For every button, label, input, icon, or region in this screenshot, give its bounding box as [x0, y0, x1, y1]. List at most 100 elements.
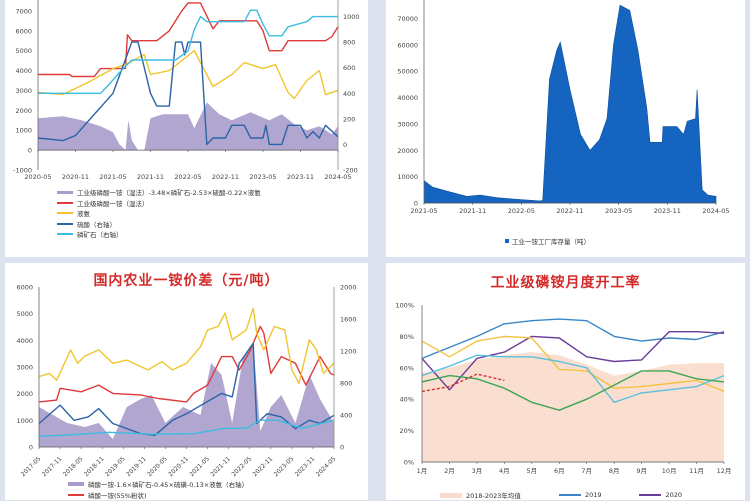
- x-tick-label: 2023-11: [287, 173, 314, 181]
- series-named-4-line: [38, 9, 338, 94]
- series-4-line: [422, 354, 725, 403]
- legend-item: 2020: [639, 490, 682, 501]
- x-tick-label: 1月: [417, 467, 428, 475]
- y-tick-label: 0: [29, 444, 33, 452]
- y-tick-label: 3000: [15, 87, 32, 95]
- series-3-line: [39, 342, 335, 436]
- x-tick-label: 2020-05: [146, 455, 169, 478]
- x-tick-label: 2017-05: [20, 455, 43, 478]
- x-tick-label: 2022-11: [252, 455, 275, 478]
- x-tick-label: 2023-11: [294, 455, 317, 478]
- y-tick-label: 0: [414, 200, 418, 208]
- chart-1: 0 10000 20000 30000 40000 50000 60000 70000 2021…: [397, 0, 730, 215]
- legend-label: 磷酸一铵(55%粉状): [88, 491, 147, 500]
- x-tick-label: 2023-11: [654, 207, 681, 215]
- chart-title-agri-spread: 国内农业一铵价差（元/吨）: [93, 273, 280, 289]
- series-named-1-line: [38, 2, 339, 78]
- legend-item: 工业级磷酸一铵（湿法）: [57, 198, 261, 209]
- x-tick-label: 2021-11: [459, 207, 486, 215]
- x-tick-label: 2020-05: [24, 173, 51, 181]
- legend-label: 工业级磷酸一铵（湿法）: [77, 199, 149, 208]
- legend-label: 2018-2023年均值: [466, 492, 521, 501]
- y-tick-label-right: 1000: [343, 13, 360, 21]
- x-tick-label: 5月: [526, 467, 537, 475]
- y-tick-label: 30000: [397, 120, 418, 128]
- y-tick-label-right: -200: [343, 167, 358, 175]
- x-tick-label: 10月: [662, 467, 677, 475]
- y-tick-label: 7000: [15, 7, 32, 15]
- legend-item: 液氨: [57, 208, 261, 219]
- y-tick-label: 20000: [397, 147, 418, 155]
- x-tick-label: 2021-05: [188, 455, 211, 478]
- x-tick-label: 2018-11: [83, 455, 106, 478]
- y-tick-label: 0: [28, 147, 32, 155]
- x-tick-label: 2017-11: [41, 455, 64, 478]
- x-tick-label: 2022-05: [508, 207, 535, 215]
- legend-label: 工业级磷酸一铵（湿法）-3.48×磷矿石-2.53×硫酸-0.22×液氨: [77, 189, 261, 198]
- y-tick-label: 80%: [400, 333, 414, 341]
- series-group: [424, 4, 717, 204]
- y-tick-label-right: 200: [343, 115, 355, 123]
- x-tick-label: 2023-05: [605, 207, 632, 215]
- y-tick-label: 0%: [404, 459, 414, 467]
- y-tick-label-right: 1600: [340, 316, 357, 324]
- x-tick-label: 8月: [609, 467, 620, 475]
- x-tick-label: 12月: [717, 467, 732, 475]
- series-named-1-line: [39, 325, 335, 403]
- x-tick-label: 11月: [689, 467, 704, 475]
- legend-top-left: 工业级磷酸一铵（湿法）-3.48×磷矿石-2.53×硫酸-0.22×液氨 工业级…: [57, 187, 261, 240]
- y-tick-label: 1000: [16, 417, 33, 425]
- x-tick-label: 2021-05: [99, 173, 126, 181]
- y-tick-label-right: 800: [340, 380, 352, 388]
- y-tick-label: 3000: [16, 364, 33, 372]
- series-named-0-area: [424, 4, 717, 204]
- series-group: [39, 307, 335, 447]
- x-tick-label: 2021-05: [410, 207, 437, 215]
- legend-bottom-right: 2018-2023年均值 2019 2020: [440, 490, 682, 501]
- x-tick-label: 2021-11: [137, 173, 164, 181]
- x-tick-label: 4月: [499, 467, 510, 475]
- x-tick-label: 2024-05: [702, 207, 729, 215]
- y-tick-label-right: 2000: [340, 284, 357, 292]
- legend-label: 硫酸（右轴）: [77, 220, 116, 229]
- y-tick-label: -1000: [13, 167, 32, 175]
- y-tick-label: 6000: [15, 27, 32, 35]
- series-named-2-line: [422, 331, 725, 391]
- x-tick-label: 2022-05: [174, 173, 201, 181]
- series-6-line: [422, 373, 505, 393]
- x-tick-label: 7月: [581, 467, 592, 475]
- x-tick-label: 2月: [444, 467, 455, 475]
- legend-item: 磷酸一铵(55%粉状): [68, 490, 248, 501]
- legend-swatch: [558, 494, 581, 497]
- y-tick-label: 60%: [400, 364, 414, 372]
- legend-item: 工业级磷酸一铵（湿法）-3.48×磷矿石-2.53×硫酸-0.22×液氨: [57, 187, 261, 198]
- x-tick-label: 2022-05: [230, 455, 253, 478]
- legend-label: 磷矿石（右轴）: [77, 231, 123, 240]
- x-tick-label: 2018-05: [62, 455, 85, 478]
- series-named-0-area: [39, 343, 334, 447]
- legend-item: 磷矿石（右轴）: [57, 229, 261, 240]
- series-group: [38, 2, 339, 151]
- legend-swatch: [505, 239, 509, 244]
- series-named-3-line: [38, 41, 339, 146]
- y-tick-label: 1000: [15, 127, 32, 135]
- chart-3: 0% 20% 40% 60% 80% 100% 1月 2月 3月 4月 5月 6月 7月 8月 9月 10月 1…: [395, 302, 731, 476]
- series-4-line: [39, 419, 335, 437]
- x-tick-label: 2022-11: [556, 207, 583, 215]
- y-tick-label: 40000: [397, 94, 418, 102]
- y-tick-label: 70000: [397, 15, 418, 23]
- x-tick-label: 2019-05: [104, 455, 127, 478]
- chart-0: -1000 0 1000 2000 3000 4000 5000 6000 7000 -200 0 2…: [13, 0, 360, 181]
- y-tick-label: 10000: [397, 173, 418, 181]
- legend-item: 2019: [558, 490, 601, 501]
- legend-swatch: [440, 492, 462, 498]
- legend-swatch: [68, 493, 84, 496]
- y-tick-label: 50000: [397, 68, 418, 76]
- x-tick-label: 9月: [636, 467, 647, 475]
- legend-swatch: [57, 190, 73, 194]
- x-tick-label: 2020-11: [167, 455, 190, 478]
- y-tick-label: 6000: [16, 284, 33, 292]
- y-tick-label: 2000: [15, 107, 32, 115]
- x-tick-label: 2019-11: [125, 455, 148, 478]
